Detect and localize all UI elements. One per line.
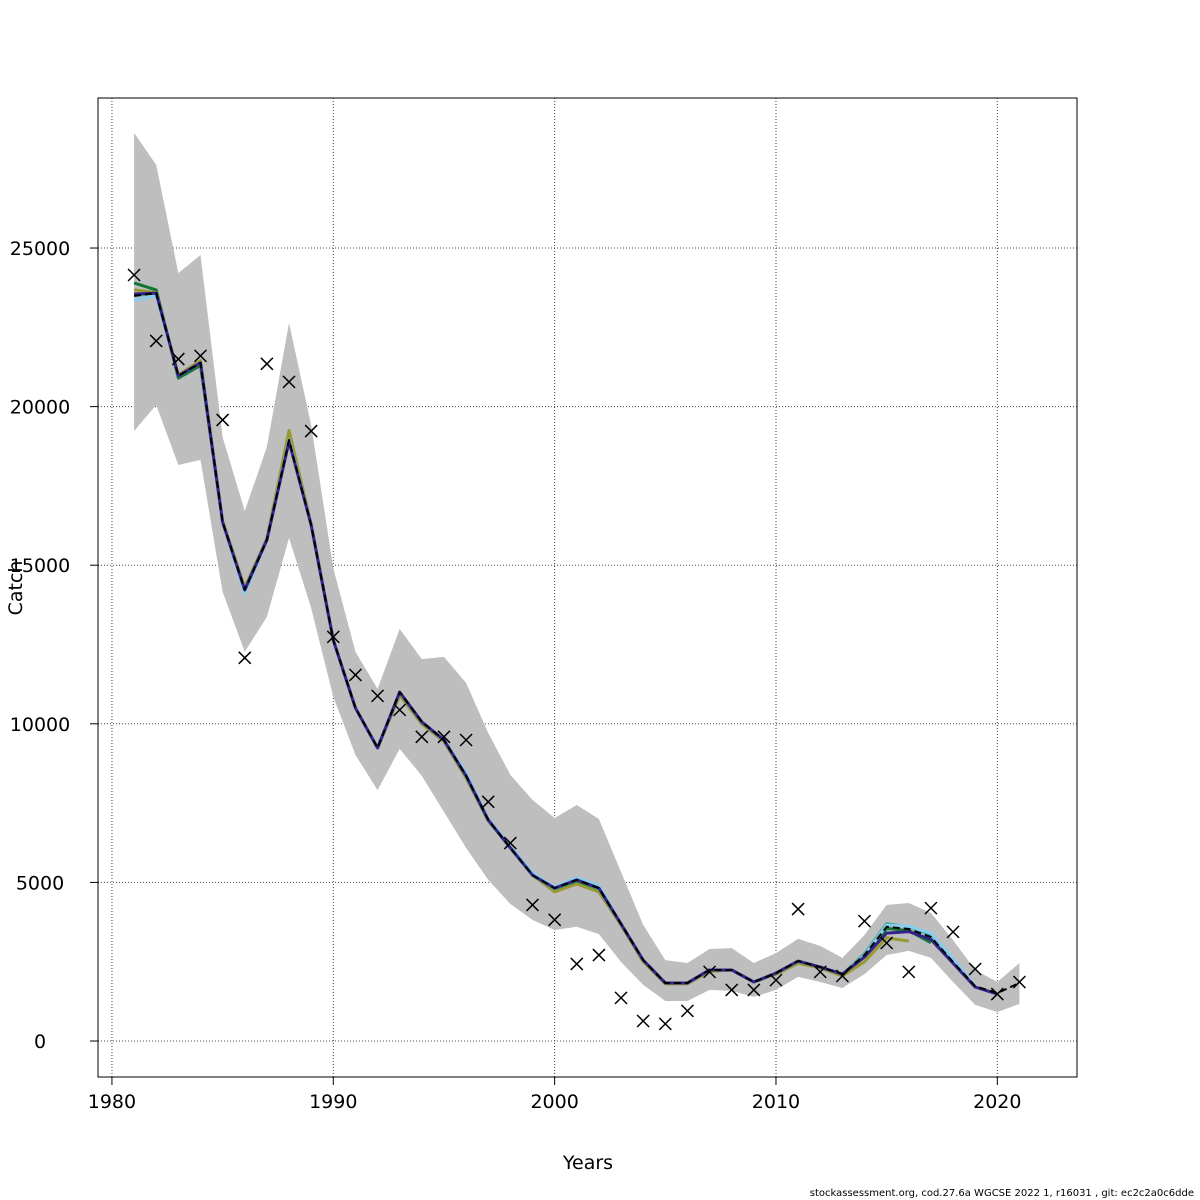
observed-point <box>415 730 429 744</box>
observed-point <box>857 914 872 928</box>
observed-point <box>437 730 451 744</box>
y-tick-label: 0 <box>34 1031 46 1053</box>
x-tick-label: 2000 <box>530 1091 578 1113</box>
observed-point <box>282 375 296 389</box>
observed-point <box>614 991 628 1005</box>
observed-point <box>149 334 163 348</box>
observed-point <box>260 357 274 371</box>
observed-point <box>769 973 783 987</box>
x-tick-label: 2010 <box>752 1091 800 1113</box>
x-tick-label: 1980 <box>88 1091 136 1113</box>
observed-point <box>459 733 473 747</box>
observed-point <box>326 630 340 644</box>
observed-point <box>880 936 894 950</box>
observed-point <box>216 413 230 427</box>
observed-point <box>968 962 982 976</box>
observed-point <box>747 983 761 997</box>
confidence-band-area <box>134 132 1020 1013</box>
observed-point <box>548 913 562 927</box>
x-axis: 1980 1990 2000 2010 2020 <box>88 1077 1021 1113</box>
observed-point <box>127 268 141 282</box>
observed-point <box>481 795 495 809</box>
observed-point <box>902 965 916 979</box>
observed-point <box>393 703 407 717</box>
observed-point <box>658 1017 672 1031</box>
observed-point <box>946 925 960 939</box>
observed-point <box>193 349 208 363</box>
observed-point <box>503 836 517 850</box>
observed-point <box>304 424 318 438</box>
y-tick-label: 5000 <box>16 872 64 894</box>
observed-point <box>570 957 584 971</box>
x-tick-label: 1990 <box>309 1091 357 1113</box>
observed-point <box>348 668 362 682</box>
y-axis: 0 5000 10000 15000 20000 25000 <box>10 238 98 1053</box>
observed-point <box>238 651 252 665</box>
y-tick-label: 15000 <box>10 555 70 577</box>
observed-point <box>171 352 185 366</box>
observed-points <box>127 268 1026 1031</box>
y-tick-label: 10000 <box>10 714 70 736</box>
observed-point <box>703 965 717 979</box>
plot-frame <box>97 97 1078 1078</box>
x-tick-label: 2020 <box>973 1091 1021 1113</box>
observed-point <box>371 689 385 703</box>
x-axis-label: Years <box>562 1152 613 1174</box>
observed-point <box>680 1004 694 1018</box>
observed-point <box>636 1014 650 1028</box>
footer-credit: stockassessment.org, cod.27.6a WGCSE 202… <box>809 1188 1194 1199</box>
confidence-band <box>134 132 1020 1013</box>
observed-point <box>592 948 606 962</box>
observed-point <box>1012 975 1026 989</box>
observed-point <box>924 901 938 915</box>
series-lines <box>133 281 1020 996</box>
observed-point <box>725 983 739 997</box>
y-tick-label: 20000 <box>10 397 70 419</box>
observed-point <box>525 898 540 912</box>
observed-point <box>791 902 805 916</box>
series-line-2021 <box>133 292 1020 995</box>
observed-point <box>813 965 827 979</box>
y-axis-label: Catch <box>5 561 27 616</box>
observed-point <box>835 969 849 983</box>
y-tick-label: 25000 <box>10 238 70 260</box>
observed-point <box>990 987 1004 1001</box>
